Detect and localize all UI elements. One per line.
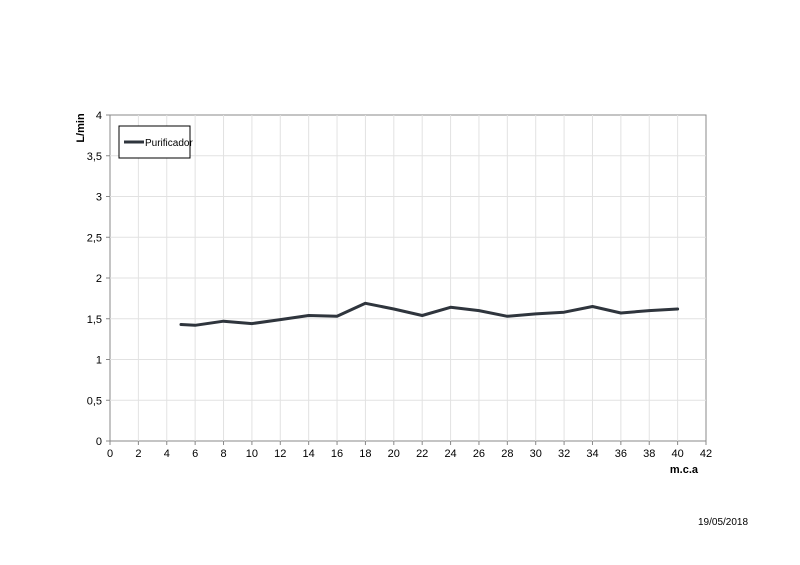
x-tick-label: 32 [558,448,570,460]
data-point [449,306,452,309]
data-point [250,322,254,325]
x-tick-label: 0 [107,448,113,460]
x-tick-label: 36 [615,448,627,460]
y-tick-label: 1 [96,355,102,367]
x-axis-ticks: 0 2 4 6 8 10 12 14 16 18 20 22 24 26 28 30 32 34 36 38 40 42 [107,441,712,460]
x-tick-label: 22 [416,448,428,460]
x-tick-label: 10 [246,448,258,460]
series-group [179,301,680,327]
data-point [506,315,509,318]
data-point [648,309,651,312]
data-point [562,311,566,314]
x-axis-title: m.c.a [670,464,699,476]
grid-lines [110,115,706,441]
y-tick-label: 2,5 [87,232,102,244]
x-tick-label: 40 [671,448,683,460]
x-tick-label: 14 [303,448,315,460]
data-point [193,324,197,327]
x-tick-label: 42 [700,448,712,460]
data-point [392,307,396,311]
x-tick-label: 20 [388,448,400,460]
data-point [307,314,310,317]
y-tick-label: 3 [96,192,102,204]
data-point [477,309,481,312]
y-tick-label: 4 [96,110,102,122]
data-point [364,302,367,305]
x-tick-label: 24 [444,448,456,460]
x-tick-label: 30 [530,448,542,460]
x-tick-label: 34 [586,448,598,460]
print-date: 19/05/2018 [698,517,749,528]
data-point [534,312,537,316]
data-point [591,305,594,308]
data-point [420,314,424,317]
y-tick-label: 1,5 [87,314,102,326]
x-tick-label: 6 [192,448,198,460]
x-tick-label: 4 [164,448,170,460]
data-point [335,315,339,318]
x-tick-label: 26 [473,448,485,460]
y-axis-ticks: 0 0,5 1 1,5 2 2,5 3 3,5 4 [87,110,110,448]
legend: Purificador [118,125,193,159]
y-axis-title: L/min [75,113,87,143]
x-tick-label: 2 [135,448,141,460]
y-tick-label: 3,5 [87,151,102,163]
data-point [179,323,183,326]
x-tick-label: 38 [643,448,655,460]
y-tick-label: 2 [96,273,102,285]
x-tick-label: 16 [331,448,343,460]
x-tick-label: 18 [359,448,371,460]
data-point [279,318,282,321]
data-point [676,307,679,311]
legend-label-purificador: Purificador [145,138,193,149]
x-tick-label: 8 [220,448,226,460]
x-tick-label: 28 [501,448,513,460]
data-point [222,319,225,323]
y-tick-label: 0 [96,436,102,448]
x-tick-label: 12 [274,448,286,460]
data-point [619,311,623,315]
y-tick-label: 0,5 [87,395,102,407]
